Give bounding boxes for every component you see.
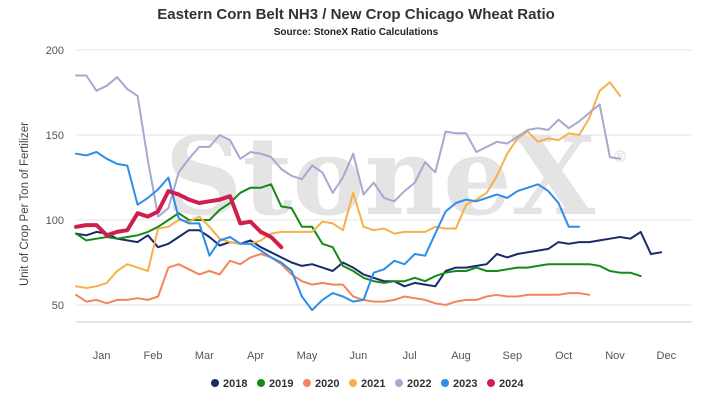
x-tick-label: Sep (503, 350, 523, 362)
x-tick-label: Nov (605, 350, 625, 362)
x-tick-label: Dec (657, 350, 677, 362)
chart-title: Eastern Corn Belt NH3 / New Crop Chicago… (157, 6, 555, 23)
series-line-2023 (75, 151, 581, 312)
series-line-2022 (75, 74, 622, 218)
legend-label: 2018 (223, 378, 247, 390)
series-lines (74, 74, 663, 312)
chart-subtitle: Source: StoneX Ratio Calculations (274, 27, 439, 38)
legend-item-2022[interactable]: 2022 (395, 378, 431, 390)
x-tick-label: Aug (451, 350, 471, 362)
legend-label: 2020 (315, 378, 339, 390)
legend-label: 2023 (453, 378, 477, 390)
legend-item-2023[interactable]: 2023 (441, 378, 477, 390)
x-tick-label: May (297, 350, 318, 362)
x-tick-label: Oct (555, 350, 572, 362)
legend-marker (211, 379, 219, 387)
series-line-2020 (75, 253, 591, 306)
watermark-text: StoneX (165, 114, 596, 240)
x-tick-label: Jan (93, 350, 111, 362)
legend-marker (441, 379, 449, 387)
x-axis-ticks: Jan Feb Mar Apr May Jun Jul Aug Sep Oct Nov Dec (93, 350, 677, 362)
legend-marker (395, 379, 403, 387)
y-tick-label: 200 (46, 45, 64, 57)
stonex-watermark: StoneX ® (165, 114, 628, 240)
x-tick-label: Feb (144, 350, 163, 362)
legend-item-2019[interactable]: 2019 (257, 378, 293, 390)
y-tick-label: 100 (46, 215, 64, 227)
legend-marker (257, 379, 265, 387)
legend-item-2018[interactable]: 2018 (211, 378, 247, 390)
legend-label: 2019 (269, 378, 293, 390)
series-line-2019 (75, 183, 642, 284)
x-tick-label: Jun (349, 350, 367, 362)
legend-label: 2021 (361, 378, 385, 390)
legend-label: 2022 (407, 378, 431, 390)
legend-marker (349, 379, 357, 387)
legend-label: 2024 (499, 378, 524, 390)
watermark-registered: ® (612, 147, 628, 166)
x-tick-label: Jul (403, 350, 417, 362)
y-tick-label: 50 (52, 300, 64, 312)
legend-marker (487, 379, 495, 387)
series-line-2024 (74, 189, 284, 250)
y-tick-label: 150 (46, 130, 64, 142)
legend-item-2024[interactable]: 2024 (487, 378, 524, 390)
legend-item-2020[interactable]: 2020 (303, 378, 339, 390)
x-tick-label: Mar (195, 350, 214, 362)
series-line-2021 (75, 81, 622, 289)
y-axis-label: Unit of Crop Per Ton of Fertilizer (19, 122, 31, 286)
legend-item-2021[interactable]: 2021 (349, 378, 385, 390)
y-axis-ticks: 50 100 150 200 (46, 45, 64, 312)
x-tick-label: Apr (247, 350, 264, 362)
series-line-2018 (75, 229, 663, 288)
legend[interactable]: 2018 2019 2020 2021 2022 2023 2024 (211, 378, 524, 390)
legend-marker (303, 379, 311, 387)
